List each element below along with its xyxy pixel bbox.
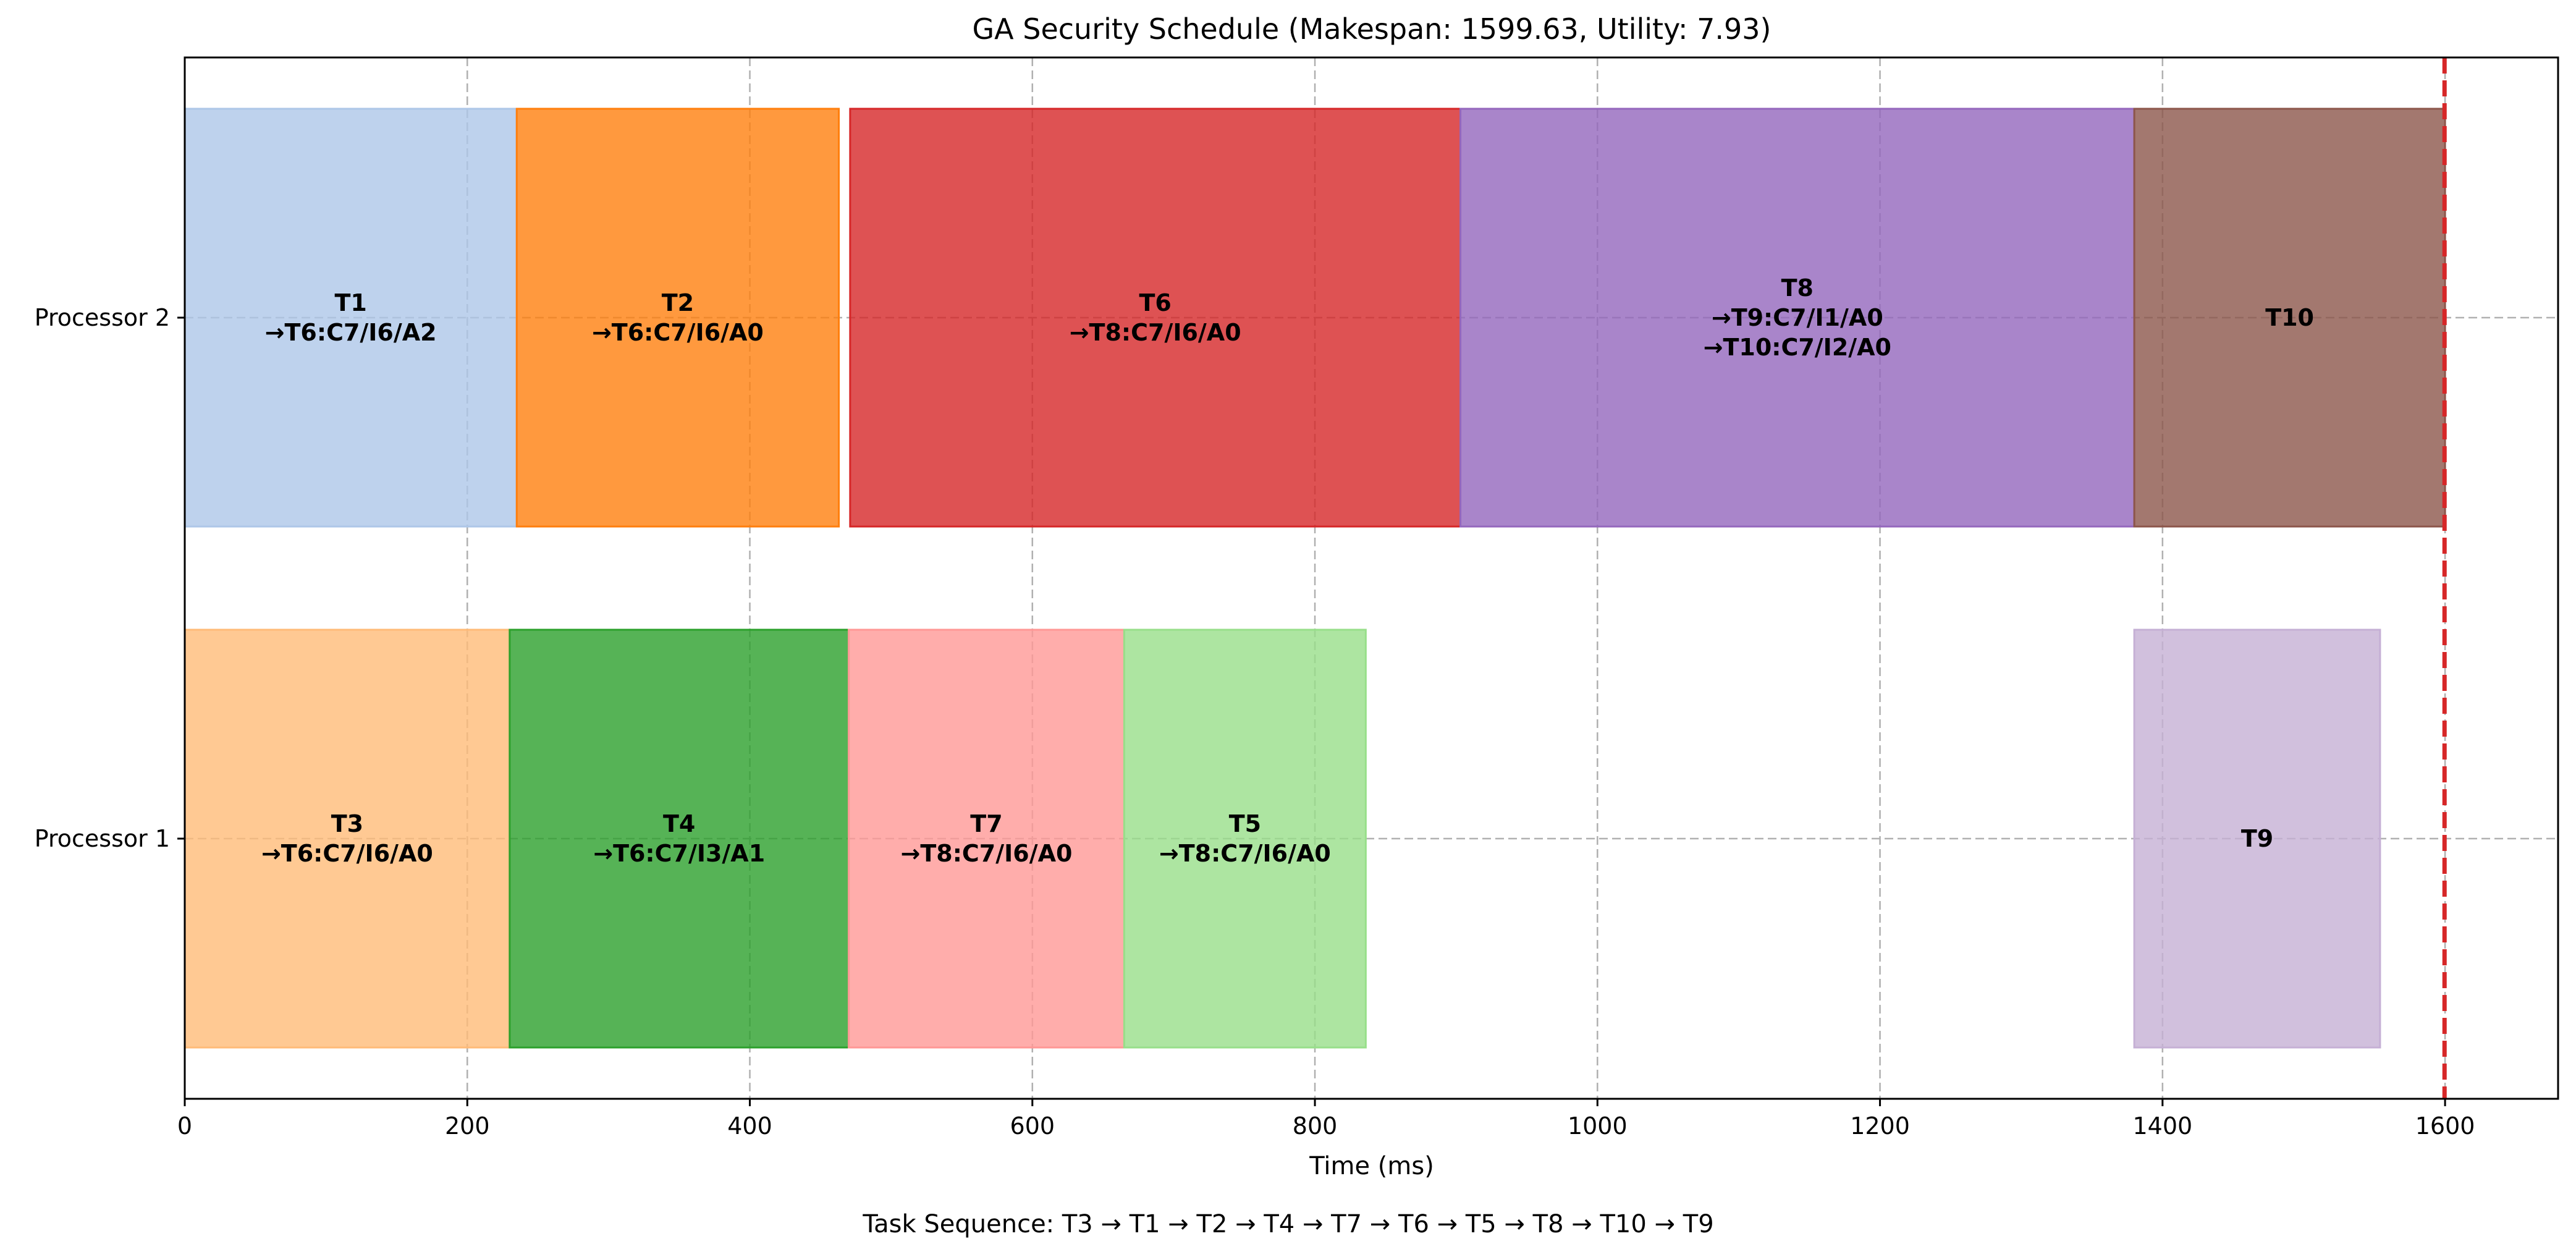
plot-area-frame (184, 56, 2559, 1100)
task-bar-rect (1123, 628, 1367, 1049)
task-bar-rect (849, 108, 1462, 528)
x-tick-label: 1400 (2132, 1112, 2192, 1140)
x-axis-ticks: 0 200 400 600 800 1000 1200 1400 1600 (177, 1099, 2475, 1140)
y-axis-ticks: Processor 1 Processor 2 (35, 304, 185, 852)
task-label-line: →T6:C7/I6/A0 (261, 840, 433, 867)
y-tick-label: Processor 1 (35, 825, 170, 852)
task-bars: T1 →T6:C7/I6/A2 T2 →T6:C7/I6/A0 T6 →T8:C7/I6/… (184, 108, 2446, 1049)
task-label-line: →T6:C7/I6/A0 (592, 319, 764, 346)
task-label-line: T5 (1229, 810, 1261, 837)
x-tick-label: 0 (177, 1112, 192, 1140)
x-tick-label: 1000 (1568, 1112, 1628, 1140)
task-label-line: →T8:C7/I6/A0 (901, 840, 1073, 867)
task-bar-rect (848, 628, 1125, 1049)
task-label-line: →T8:C7/I6/A0 (1070, 319, 1241, 346)
task-bar-t1: T1 →T6:C7/I6/A2 (184, 108, 518, 528)
task-bar-t3: T3 →T6:C7/I6/A0 (184, 628, 511, 1049)
task-bar-t7: T7 →T8:C7/I6/A0 (848, 628, 1125, 1049)
task-label-line: →T9:C7/I1/A0 (1712, 304, 1883, 331)
task-bar-t10: T10 (2133, 108, 2446, 528)
task-label-line: →T6:C7/I3/A1 (593, 840, 765, 867)
task-label-line: T8 (1781, 274, 1814, 302)
task-bar-t6: T6 →T8:C7/I6/A0 (849, 108, 1462, 528)
task-bar-rect (184, 628, 511, 1049)
task-bar-t8: T8→T9:C7/I1/A0 →T10:C7/I2/A0 (1459, 108, 2135, 528)
task-bar-t5: T5 →T8:C7/I6/A0 (1123, 628, 1367, 1049)
task-sequence-caption: Task Sequence: T3 → T1 → T2 → T4 → T7 → … (862, 1210, 1713, 1238)
task-bar-rect (184, 108, 518, 528)
task-label-line: T2 (662, 289, 694, 316)
task-label-line: T9 (2241, 825, 2273, 852)
task-label-line: →T8:C7/I6/A0 (1159, 840, 1331, 867)
y-tick-label: Processor 2 (35, 304, 170, 331)
task-label-line: T1 (334, 289, 366, 316)
task-bar-rect (1459, 108, 2135, 528)
x-tick-label: 1600 (2415, 1112, 2475, 1140)
task-label-line: T4 (663, 810, 695, 837)
task-label-line: →T10:C7/I2/A0 (1704, 334, 1891, 361)
task-bar-t9: T9 (2133, 628, 2381, 1049)
task-label-line: T10 (2265, 304, 2314, 331)
x-tick-label: 200 (445, 1112, 490, 1140)
x-axis-label: Time (ms) (1309, 1152, 1434, 1180)
task-label-line: T6 (1139, 289, 1172, 316)
task-label-line: T7 (970, 810, 1002, 837)
chart-title: GA Security Schedule (Makespan: 1599.63,… (973, 12, 1772, 46)
task-bar-t2: T2 →T6:C7/I6/A0 (515, 108, 840, 528)
x-tick-label: 400 (727, 1112, 772, 1140)
task-bar-t4: T4 →T6:C7/I3/A1 (509, 628, 850, 1049)
task-bar-rect (2133, 628, 2381, 1049)
x-tick-label: 1200 (1850, 1112, 1910, 1140)
x-tick-label: 600 (1010, 1112, 1055, 1140)
x-tick-label: 800 (1293, 1112, 1338, 1140)
task-bar-rect (509, 628, 850, 1049)
task-label-line: →T6:C7/I6/A2 (265, 319, 437, 346)
task-label-line: T3 (331, 810, 363, 837)
task-bar-rect (2133, 108, 2446, 528)
task-bar-rect (515, 108, 840, 528)
